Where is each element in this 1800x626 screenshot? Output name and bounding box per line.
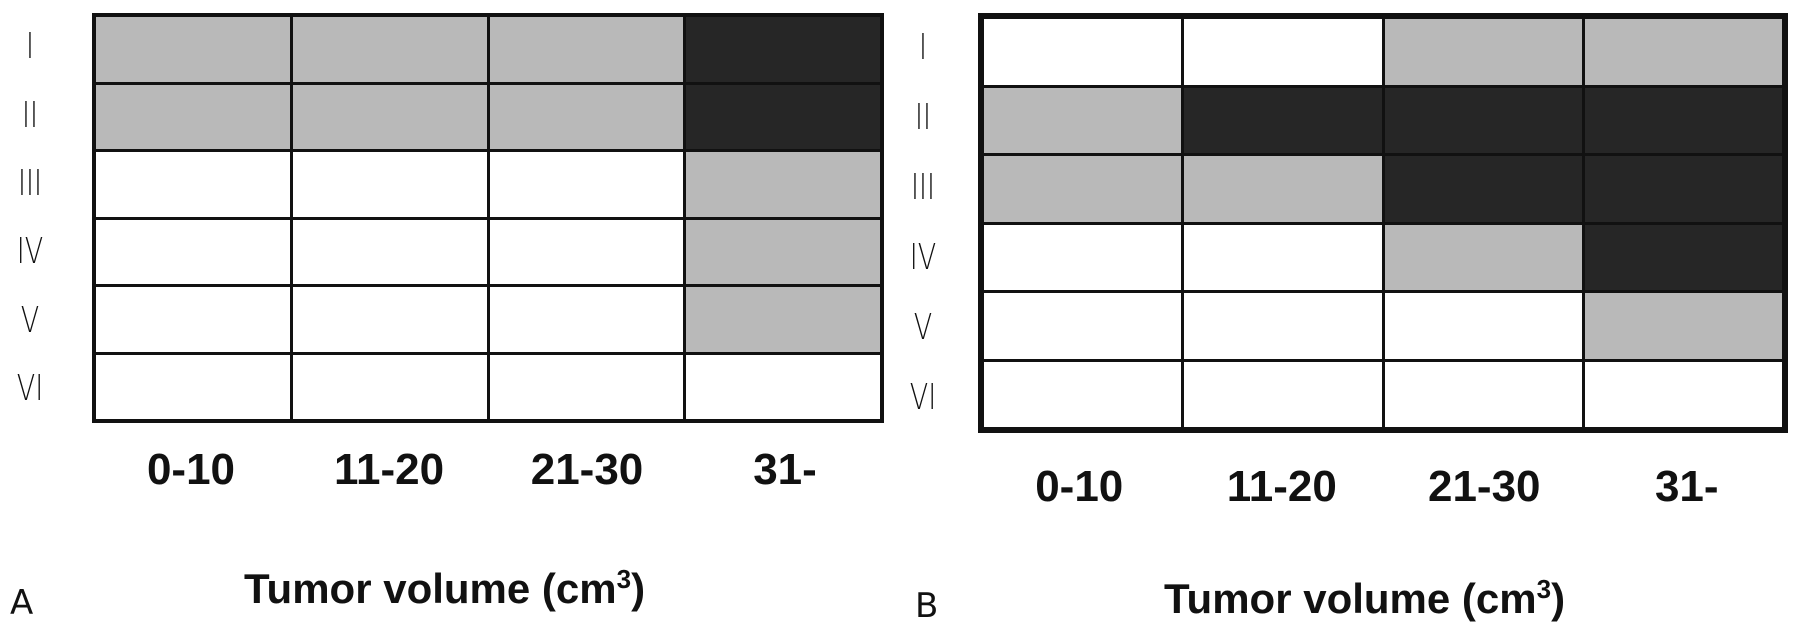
row-label-a-5: V bbox=[20, 299, 40, 341]
x-axis-title-b: Tumor volume (cm3) bbox=[1164, 574, 1566, 622]
x-axis-title-a: Tumor volume (cm3) bbox=[244, 564, 646, 612]
cell-b-r4-c2 bbox=[1184, 224, 1382, 290]
cell-b-r4-c4 bbox=[1584, 224, 1782, 290]
row-label-a-4: IV bbox=[16, 231, 44, 273]
cell-a-r1-c1 bbox=[96, 17, 290, 82]
row-label-a-3: III bbox=[18, 162, 42, 204]
cell-a-r3-c3 bbox=[489, 152, 684, 217]
column-label-b-1: 0-10 bbox=[1035, 462, 1124, 511]
cell-b-r1-c3 bbox=[1384, 19, 1582, 85]
cell-a-r1-c4 bbox=[686, 17, 880, 82]
cell-b-r1-c4 bbox=[1584, 19, 1782, 85]
cell-a-r6-c1 bbox=[96, 354, 290, 419]
column-label-a-4: 31- bbox=[753, 445, 817, 494]
panel-label-a: A bbox=[10, 583, 34, 623]
cell-a-r5-c3 bbox=[489, 287, 684, 352]
cell-b-r6-c3 bbox=[1384, 361, 1582, 427]
cell-a-r3-c2 bbox=[292, 152, 487, 217]
cell-b-r2-c1 bbox=[984, 87, 1182, 153]
cell-a-r4-c3 bbox=[489, 219, 684, 284]
cell-b-r3-c4 bbox=[1584, 156, 1782, 222]
cell-a-r6-c2 bbox=[292, 354, 487, 419]
row-label-b-3: III bbox=[911, 167, 935, 208]
cell-a-r2-c3 bbox=[489, 84, 684, 149]
cell-b-r2-c4 bbox=[1584, 87, 1782, 153]
cell-b-r3-c1 bbox=[984, 156, 1182, 222]
cell-a-r5-c4 bbox=[686, 287, 880, 352]
cell-b-r4-c3 bbox=[1384, 224, 1582, 290]
cell-b-r6-c2 bbox=[1184, 361, 1382, 427]
cell-a-r2-c2 bbox=[292, 84, 487, 149]
cell-b-r5-c3 bbox=[1384, 293, 1582, 359]
cell-a-r5-c2 bbox=[292, 287, 487, 352]
row-label-b-5: V bbox=[913, 307, 933, 348]
cell-a-r1-c3 bbox=[489, 17, 684, 82]
cell-a-r4-c2 bbox=[292, 219, 487, 284]
heatmap-grid-b bbox=[978, 13, 1788, 433]
cell-b-r3-c2 bbox=[1184, 156, 1382, 222]
row-label-b-4: IV bbox=[909, 237, 937, 278]
row-label-b-6: VI bbox=[909, 377, 937, 418]
cell-a-r1-c2 bbox=[292, 17, 487, 82]
cell-b-r5-c1 bbox=[984, 293, 1182, 359]
panel-label-b: B bbox=[915, 586, 939, 626]
row-label-a-6: VI bbox=[16, 367, 44, 409]
cell-a-r6-c4 bbox=[686, 354, 880, 419]
cell-b-r2-c2 bbox=[1184, 87, 1382, 153]
column-label-b-4: 31- bbox=[1654, 462, 1719, 511]
column-label-a-2: 11-20 bbox=[333, 445, 445, 494]
cell-a-r2-c4 bbox=[686, 84, 880, 149]
cell-b-r3-c3 bbox=[1384, 156, 1582, 222]
row-label-a-2: II bbox=[22, 94, 38, 136]
column-label-b-3: 21-30 bbox=[1427, 462, 1541, 511]
column-label-a-1: 0-10 bbox=[146, 445, 236, 494]
cell-b-r5-c4 bbox=[1584, 293, 1782, 359]
cell-a-r6-c3 bbox=[489, 354, 684, 419]
cell-a-r4-c4 bbox=[686, 219, 880, 284]
cell-b-r1-c2 bbox=[1184, 19, 1382, 85]
row-label-b-1: I bbox=[919, 27, 927, 68]
cell-b-r1-c1 bbox=[984, 19, 1182, 85]
row-label-b-2: II bbox=[915, 97, 931, 138]
cell-b-r2-c3 bbox=[1384, 87, 1582, 153]
cell-a-r3-c1 bbox=[96, 152, 290, 217]
cell-a-r3-c4 bbox=[686, 152, 880, 217]
cell-b-r6-c4 bbox=[1584, 361, 1782, 427]
cell-b-r6-c1 bbox=[984, 361, 1182, 427]
row-label-a-1: I bbox=[26, 26, 34, 68]
cell-b-r5-c2 bbox=[1184, 293, 1382, 359]
cell-a-r2-c1 bbox=[96, 84, 290, 149]
cell-b-r4-c1 bbox=[984, 224, 1182, 290]
heatmap-grid-a bbox=[92, 13, 884, 423]
cell-a-r5-c1 bbox=[96, 287, 290, 352]
column-label-a-3: 21-30 bbox=[530, 445, 644, 494]
cell-a-r4-c1 bbox=[96, 219, 290, 284]
column-label-b-2: 11-20 bbox=[1226, 462, 1337, 511]
